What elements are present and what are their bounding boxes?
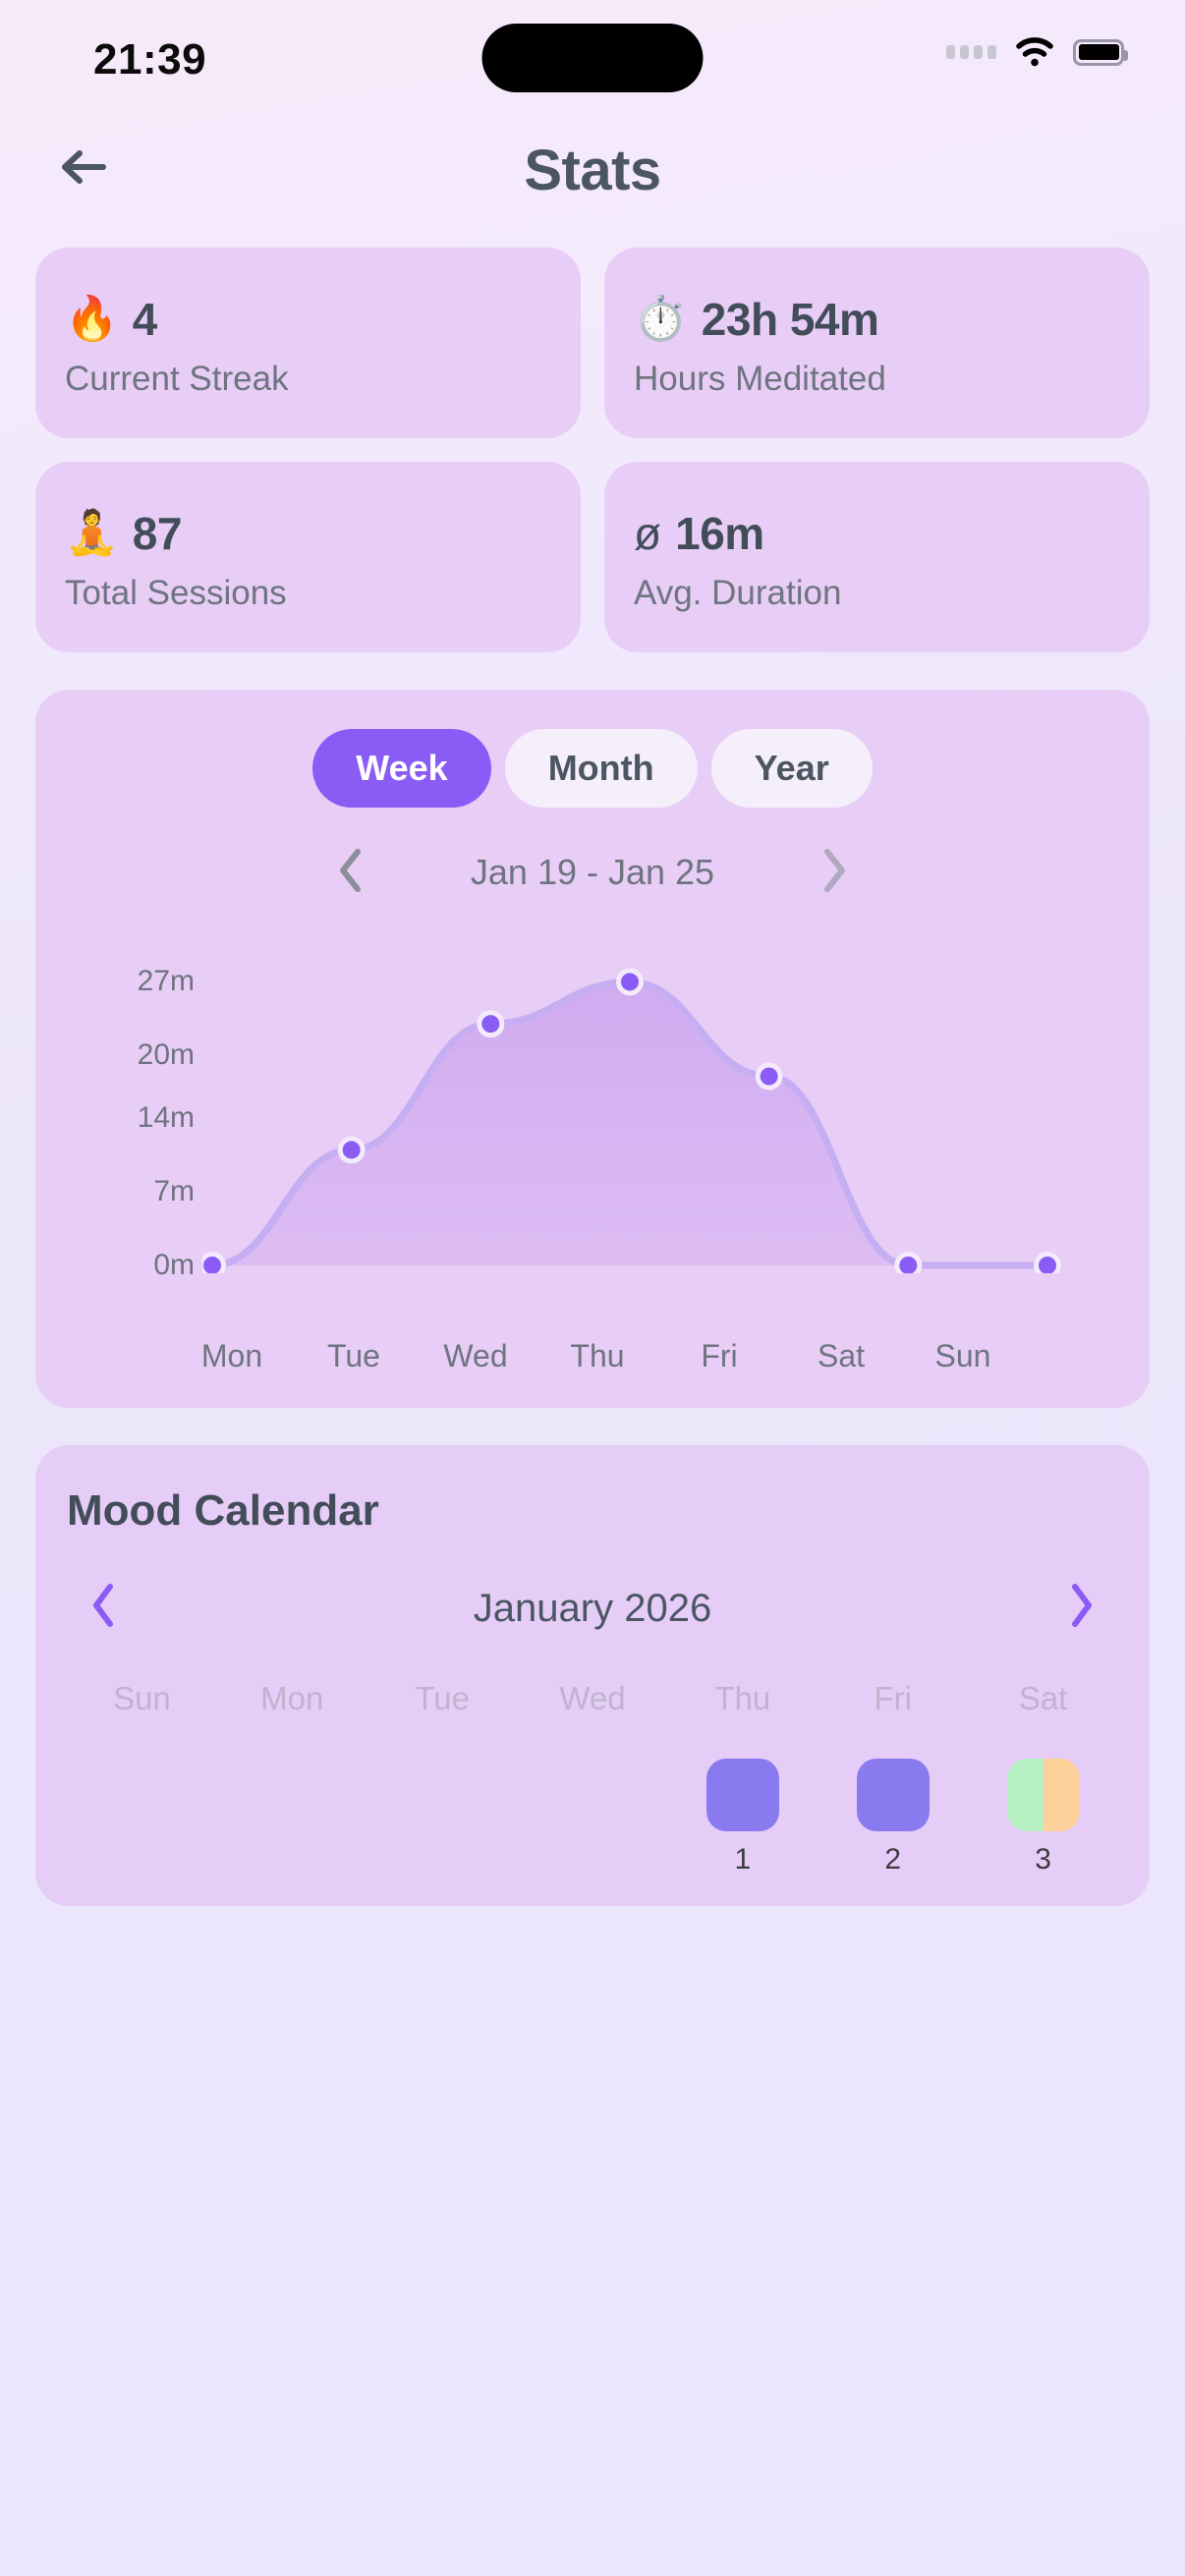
tab-week[interactable]: Week [312, 729, 491, 808]
stat-card-header: 🔥 4 [65, 293, 551, 346]
calendar-day-cell[interactable]: 1 [703, 1759, 783, 1876]
day-of-week-label: Sun [113, 1680, 171, 1716]
status-bar-indicators [946, 37, 1128, 67]
battery-icon [1073, 38, 1128, 66]
x-axis-tick: Mon [200, 1338, 263, 1373]
calendar-day-cell[interactable]: 3 [1003, 1759, 1084, 1876]
y-axis-tick: 0m [153, 1249, 195, 1281]
stat-label: Current Streak [65, 360, 289, 398]
status-bar: 21:39 [0, 0, 1185, 116]
calendar-day-number: 3 [1035, 1843, 1051, 1876]
calendar-day-number: 2 [884, 1843, 902, 1876]
x-axis-tick: Thu [570, 1338, 625, 1373]
stat-value: 16m [675, 508, 764, 559]
day-of-week-label: Wed [559, 1680, 626, 1716]
fire-emoji: 🔥 [65, 295, 119, 343]
stat-card-hours-meditated[interactable]: ⏱️ 23h 54m Hours Meditated [604, 248, 1150, 438]
chart-data-point[interactable] [894, 1252, 923, 1273]
stat-value: 23h 54m [701, 294, 879, 345]
stat-card-header: ⏱️ 23h 54m [634, 293, 1120, 346]
x-axis-labels: Mon Tue Wed Thu Fri Sat Sun [183, 1338, 1012, 1374]
x-axis-tick: Wed [443, 1338, 508, 1373]
y-axis-tick: 7m [153, 1175, 195, 1208]
chevron-right-icon [820, 847, 848, 899]
stat-card-header: 🧘 87 [65, 507, 551, 560]
chart-data-point[interactable] [1034, 1252, 1061, 1273]
stats-grid: 🔥 4 Current Streak ⏱️ 23h 54m Hours Medi… [35, 248, 1150, 652]
chart-data-point[interactable] [337, 1136, 366, 1164]
stat-card-header: ø 16m [634, 507, 1120, 560]
period-segmented-control: Week Month Year [35, 729, 1150, 808]
average-symbol-icon: ø [634, 508, 662, 559]
month-label: January 2026 [473, 1587, 712, 1630]
calendar-empty-cell [101, 1759, 182, 1876]
back-button[interactable] [54, 138, 117, 200]
chart-plot-area [202, 968, 1061, 1273]
chart-data-point[interactable] [477, 1010, 505, 1038]
meditation-emoji: 🧘 [65, 509, 119, 557]
stat-card-current-streak[interactable]: 🔥 4 Current Streak [35, 248, 581, 438]
back-arrow-icon [58, 145, 113, 194]
calendar-empty-cell [552, 1759, 633, 1876]
date-range-navigator: Jan 19 - Jan 25 [35, 843, 1150, 902]
mood-calendar-title: Mood Calendar [67, 1486, 379, 1535]
wifi-icon [1015, 37, 1054, 67]
previous-month-button[interactable] [88, 1581, 118, 1637]
signal-dots-icon [946, 45, 996, 59]
stat-label: Avg. Duration [634, 574, 842, 612]
calendar-empty-cell [402, 1759, 482, 1876]
y-axis-tick: 14m [137, 1101, 195, 1135]
status-bar-time: 21:39 [93, 35, 207, 84]
day-of-week-label: Sat [1018, 1680, 1068, 1716]
date-range-label: Jan 19 - Jan 25 [470, 852, 715, 892]
chevron-right-icon [1072, 1584, 1092, 1627]
chart-data-point[interactable] [616, 968, 644, 996]
calendar-day-number: 1 [734, 1843, 752, 1876]
day-of-week-header: Sun Mon Tue Wed Thu Fri Sat [67, 1680, 1118, 1717]
stopwatch-emoji: ⏱️ [634, 295, 688, 343]
stat-value: 4 [132, 294, 158, 345]
meditation-duration-chart: 0m 7m 14m 20m 27m [35, 939, 1150, 1322]
day-of-week-label: Tue [415, 1680, 470, 1716]
month-navigator: January 2026 [67, 1581, 1118, 1637]
previous-week-button[interactable] [315, 843, 386, 902]
mood-swatch [856, 1759, 930, 1831]
x-axis-tick: Tue [327, 1338, 380, 1373]
dynamic-island [481, 24, 704, 92]
tab-month[interactable]: Month [504, 729, 698, 808]
day-of-week-label: Fri [874, 1680, 912, 1716]
chevron-left-icon [337, 847, 365, 899]
mood-day-grid: 1 2 3 [67, 1759, 1118, 1876]
chart-data-point[interactable] [202, 1252, 226, 1273]
calendar-day-cell[interactable]: 2 [853, 1759, 933, 1876]
x-axis-tick: Sat [817, 1338, 866, 1373]
mood-swatch [1006, 1759, 1080, 1831]
mood-swatch [705, 1759, 779, 1831]
stat-card-avg-duration[interactable]: ø 16m Avg. Duration [604, 462, 1150, 652]
y-axis-labels: 0m 7m 14m 20m 27m [112, 939, 195, 1322]
tab-year[interactable]: Year [710, 729, 873, 808]
day-of-week-label: Thu [714, 1680, 771, 1716]
calendar-empty-cell [252, 1759, 332, 1876]
x-axis-tick: Sun [934, 1338, 991, 1373]
y-axis-tick: 20m [137, 1038, 195, 1072]
day-of-week-label: Mon [260, 1680, 324, 1716]
page-title: Stats [524, 139, 661, 202]
x-axis-tick: Fri [701, 1338, 738, 1373]
y-axis-tick: 27m [137, 965, 195, 998]
chevron-left-icon [93, 1584, 113, 1627]
stat-label: Total Sessions [65, 574, 287, 612]
stat-label: Hours Meditated [634, 360, 886, 398]
stat-value: 87 [132, 508, 183, 559]
next-month-button[interactable] [1067, 1581, 1097, 1637]
chart-area-fill [212, 981, 1047, 1265]
page-header: Stats [0, 116, 1185, 226]
chart-data-point[interactable] [755, 1062, 783, 1091]
chart-panel: Week Month Year Jan 19 - Jan 25 0m 7m 14m 2… [35, 690, 1150, 1408]
next-week-button[interactable] [799, 843, 870, 902]
mood-calendar-panel: Mood Calendar January 2026 Sun Mon Tue Wed T… [35, 1445, 1150, 1906]
stat-card-total-sessions[interactable]: 🧘 87 Total Sessions [35, 462, 581, 652]
